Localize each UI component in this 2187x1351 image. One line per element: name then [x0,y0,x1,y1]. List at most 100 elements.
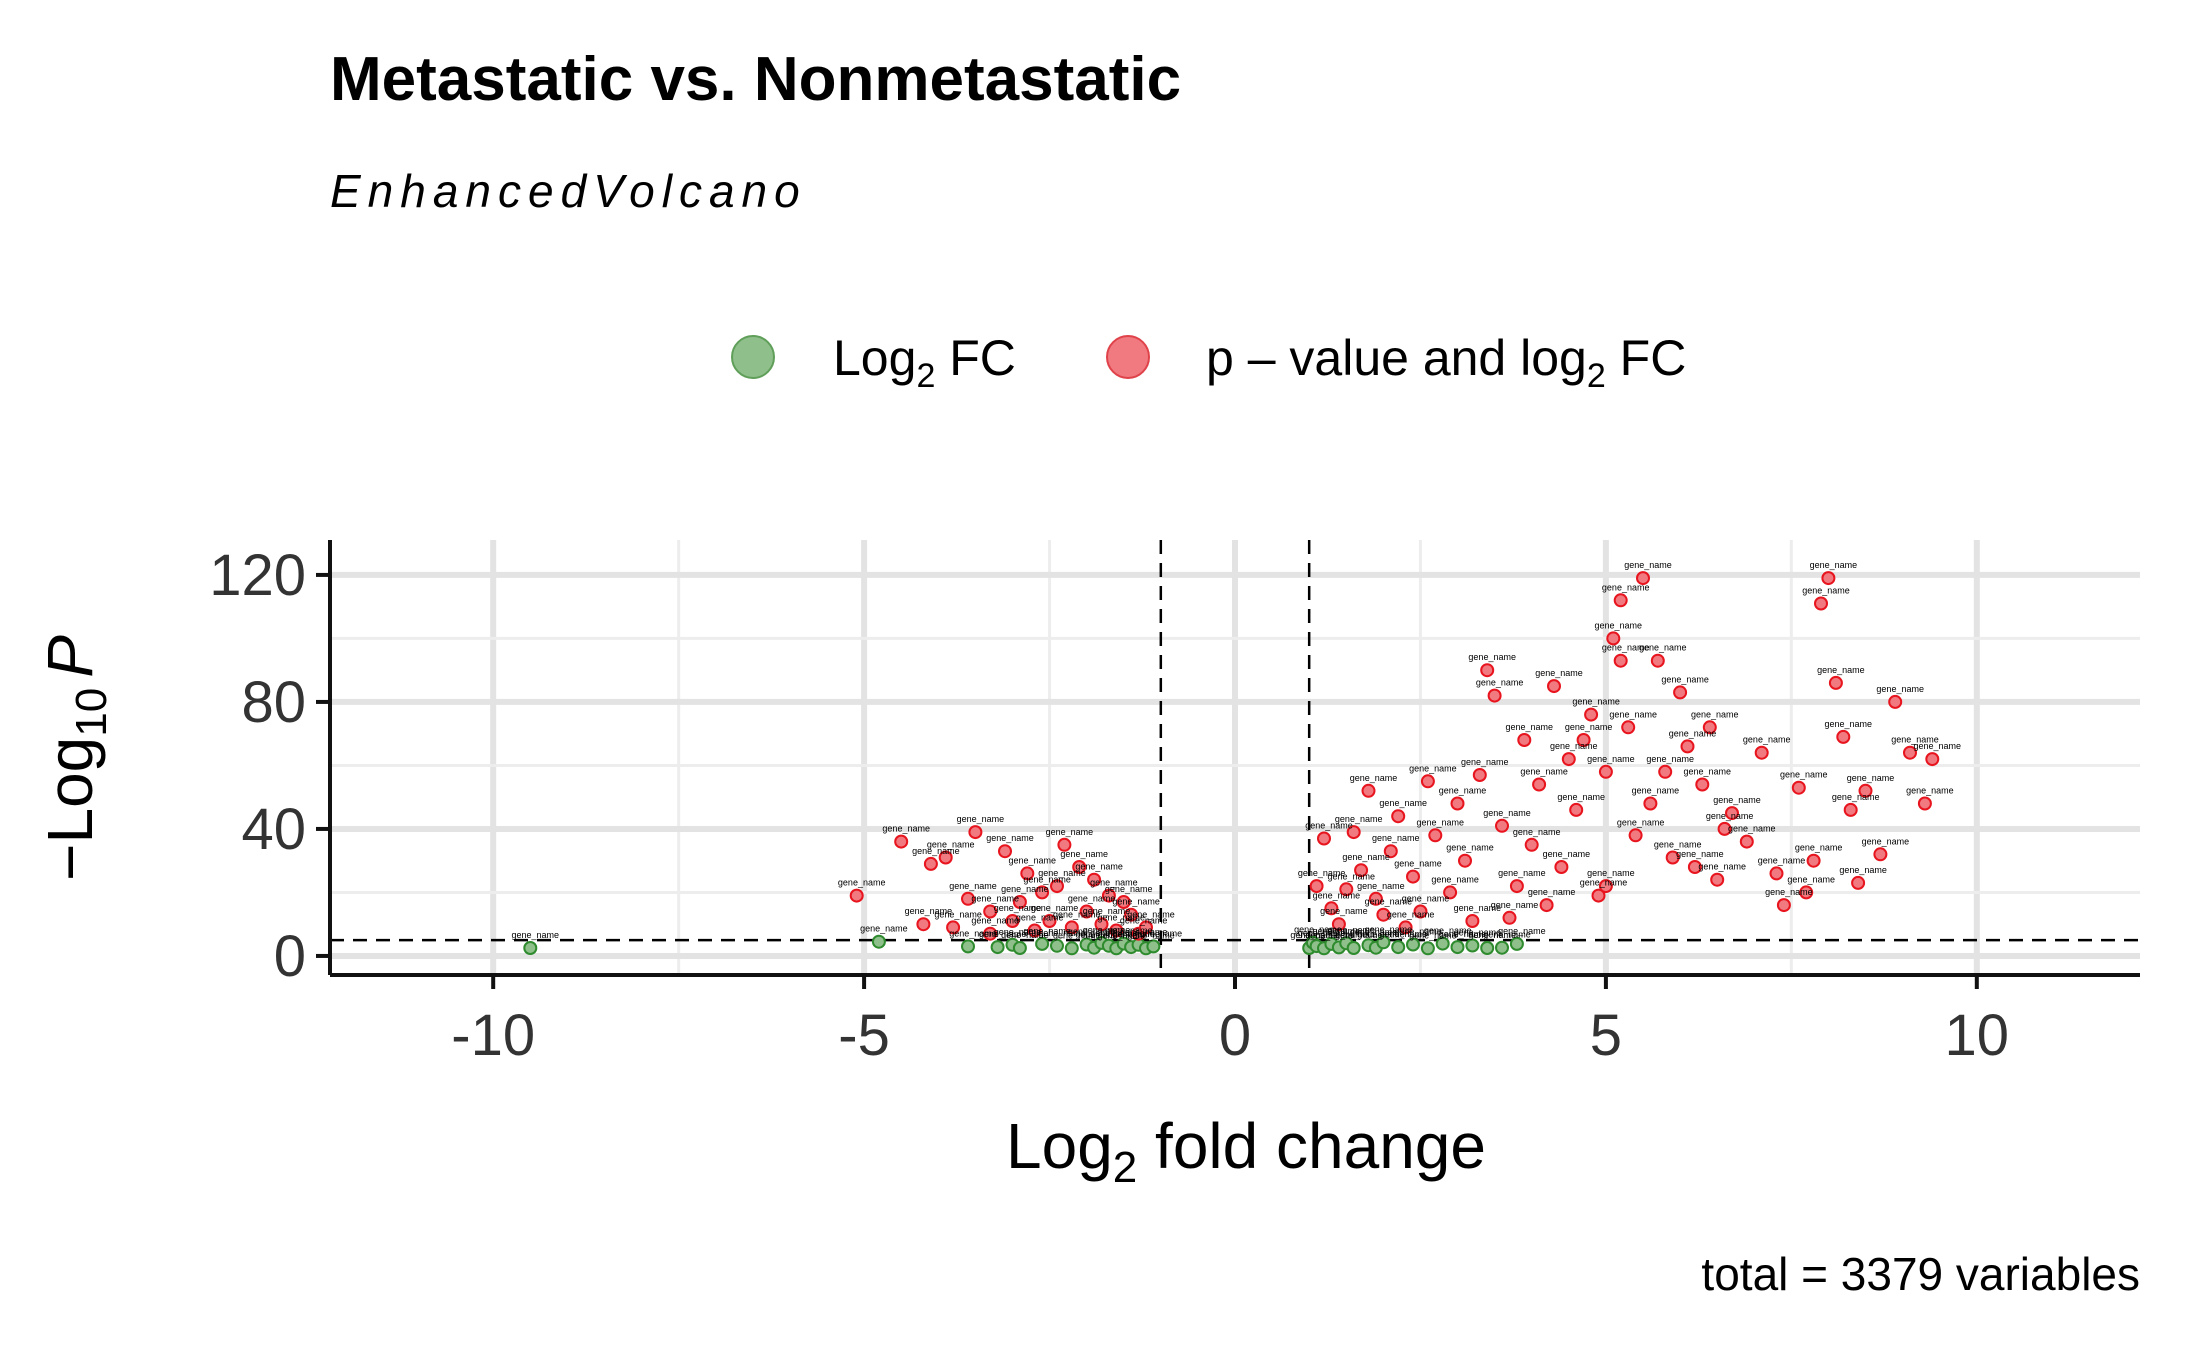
gene-label: gene_name [1053,909,1101,919]
gene-label: gene_name [1016,913,1064,923]
data-point-both [1502,910,1517,925]
gene-label: gene_name [1758,855,1806,865]
gene-label: gene_name [882,824,930,834]
data-point-fc [1346,941,1361,955]
x-axis-title-rest: fold change [1137,1110,1486,1182]
data-point-fc [1509,936,1524,951]
gene-label: gene_name [1038,928,1086,938]
gene-label: gene_name [1483,930,1531,940]
gene-label: gene_name [1780,770,1828,780]
y-axis-title: −Log10 P [34,635,116,881]
gene-label: gene_name [1098,930,1146,940]
gene-label: gene_name [1498,926,1546,936]
x-tick-label: -10 [451,1003,535,1068]
gene-label: gene_name [1520,767,1568,777]
data-point-both [1472,768,1487,782]
gene-label: gene_name [1083,925,1131,935]
gene-label: gene_name [1439,929,1487,939]
gene-label: gene_name [860,924,908,934]
legend-swatch-both [1106,335,1150,379]
gene-label: gene_name [1743,735,1791,745]
gene-label: gene_name [1839,865,1887,875]
gene-label: gene_name [1498,868,1546,878]
gene-label: gene_name [1335,930,1383,940]
gene-label: gene_name [1328,925,1376,935]
gene-label: gene_name [1728,824,1776,834]
gene-label: gene_name [1461,757,1509,767]
gene-label: gene_name [1557,792,1605,802]
data-point-both [1116,895,1131,909]
gene-label: gene_name [1676,849,1724,859]
data-point-both [1354,863,1369,878]
gene-label: gene_name [1876,684,1924,694]
data-point-both [1398,920,1413,935]
gene-label: gene_name [1617,817,1665,827]
data-point-both [1012,895,1027,909]
gene-label: gene_name [1669,728,1717,738]
y-tick-label: 80 [241,670,306,735]
data-point-both [1606,631,1621,646]
x-axis-title: Log2 fold change [1006,1110,1486,1192]
gene-label: gene_name [1439,786,1487,796]
gene-label: gene_name [1587,868,1635,878]
data-point-both [1495,818,1509,833]
data-point-both [1443,885,1458,900]
gene-label: gene_name [1357,881,1405,891]
gene-label: gene_name [927,840,975,850]
data-point-both [1636,571,1650,586]
gene-label: gene_name [1135,928,1183,938]
grid-lines [330,540,2140,975]
data-point-both [983,904,998,919]
gene-label: gene_name [1765,887,1813,897]
legend-label-fc-sub: 2 [916,357,935,395]
gene-label: gene_name [1365,924,1413,934]
gene-label: gene_name [1001,884,1049,894]
data-point-both [1361,783,1376,798]
legend-label-both-post: FC [1606,330,1687,386]
data-point-both [1613,593,1628,608]
gene-label: gene_name [1602,582,1650,592]
data-point-both [1547,679,1561,694]
gene-label: gene_name [1294,925,1342,935]
gene-label: gene_name [1609,709,1657,719]
chart-subtitle: EnhancedVolcano [330,165,807,217]
data-point-fc [1391,940,1406,955]
gene-label: gene_name [1068,927,1116,937]
data-point-fc [523,941,538,955]
y-axis-title-prefix: −Log [34,737,106,881]
data-point-both [1888,694,1903,709]
data-point-fc [1420,941,1435,956]
gene-label: gene_name [1654,840,1702,850]
data-point-both [1806,853,1821,868]
data-point-both [1695,777,1710,792]
gene-label: gene_name [1409,763,1457,773]
y-axis-ticks: 0 40 80 120 [209,543,330,989]
data-point-both [1569,802,1584,817]
gene-label: gene_name [1120,916,1168,926]
gene-label: gene_name [1105,884,1153,894]
data-point-both [1791,780,1806,795]
data-point-both [998,844,1012,859]
data-point-fc [990,940,1005,955]
data-point-fc [1465,938,1480,953]
data-point-both [1428,828,1443,843]
gene-label: gene_name [1031,903,1079,913]
data-point-both [1064,920,1079,935]
data-point-both [1094,917,1109,932]
data-point-both [1799,885,1814,900]
x-tick-label: 5 [1590,1003,1622,1068]
data-point-both [1917,796,1932,811]
gene-label: gene_name [1127,909,1175,919]
data-point-both [1376,907,1391,922]
gene-label: gene_name [1313,890,1361,900]
gene-label: gene_name [1565,722,1613,732]
data-point-fc [1146,939,1161,954]
data-point-both [1673,685,1688,700]
data-point-both [1517,733,1532,747]
data-point-both [1124,907,1139,922]
y-axis-title-var: P [34,635,106,678]
gene-label: gene_name [1454,903,1502,913]
gene-label: gene_name [1454,928,1502,938]
data-point-both [1561,752,1576,767]
